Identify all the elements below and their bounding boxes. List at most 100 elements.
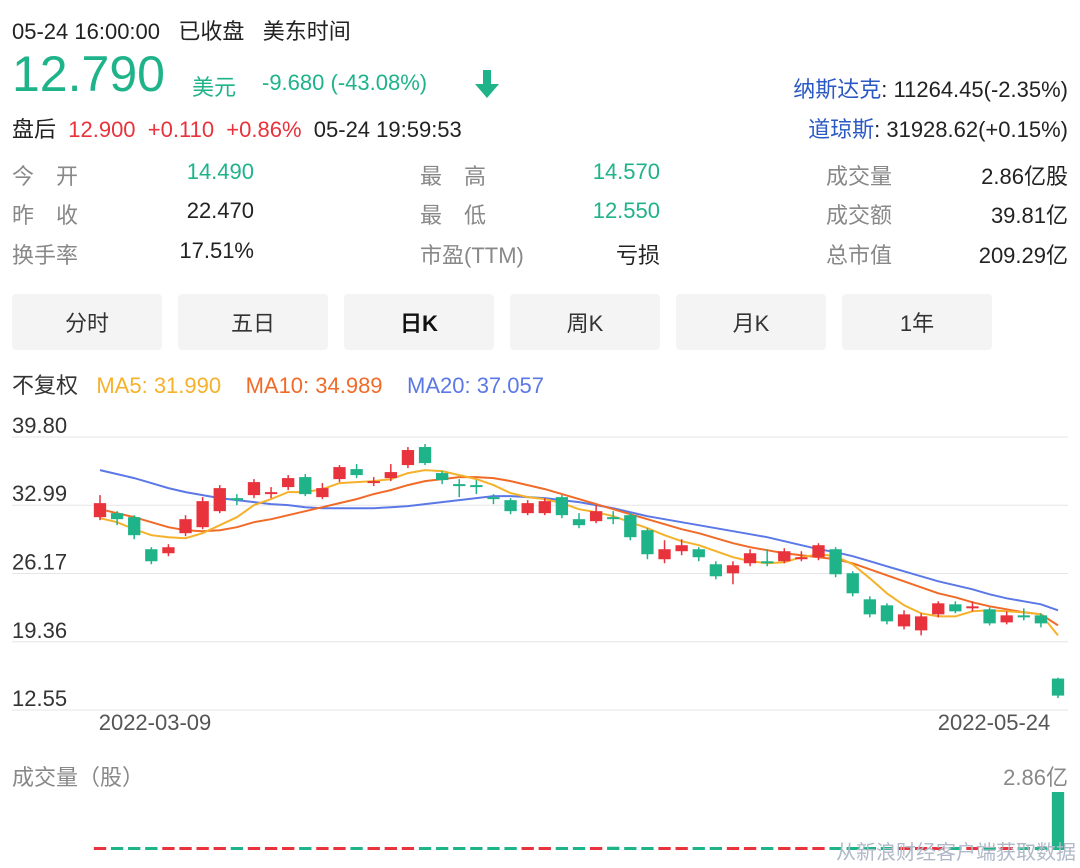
volume-bar [932, 847, 945, 850]
candle-body [880, 605, 894, 622]
volume-bar [795, 847, 808, 850]
ma5-line [99, 469, 1059, 637]
stat-high-value: 14.570 [592, 159, 660, 184]
candle-body [709, 564, 723, 577]
candle-body [658, 549, 671, 560]
volume-bar [624, 847, 637, 850]
tab-monthly-k[interactable]: 月K [676, 294, 826, 350]
candle-body [213, 488, 226, 512]
period-tabs: 分时 五日 日K 周K 月K 1年 [12, 294, 992, 350]
candle-body [1000, 615, 1013, 623]
candle-body [299, 477, 312, 495]
candle-body [128, 517, 141, 536]
y-tick-label: 19.36 [12, 618, 67, 643]
candle-body [401, 450, 415, 466]
volume-bar [247, 847, 261, 850]
volume-bar [401, 847, 415, 850]
tab-daily-k-label: 日K [400, 311, 438, 336]
volume-bar [1000, 847, 1013, 850]
tab-intraday-label: 分时 [64, 311, 109, 336]
candle-body [761, 561, 774, 564]
market-status: 已收盘 [178, 19, 245, 44]
candle-body [1034, 615, 1048, 624]
tab-five-day[interactable]: 五日 [178, 294, 328, 350]
candle-body [538, 501, 551, 514]
candle-body [949, 604, 962, 612]
index-dow-name[interactable]: 道琼斯 [808, 117, 875, 142]
ma-legend: 不复权 MA5: 31.990 MA10: 34.989 MA20: 37.05… [12, 368, 544, 400]
candle-body [93, 503, 107, 518]
tab-daily-k[interactable]: 日K [344, 294, 494, 350]
volume-bar [470, 847, 483, 850]
volume-bar [487, 847, 500, 850]
volume-bar [418, 847, 432, 850]
stat-low-label: 最 低 [420, 203, 487, 228]
candle-body [726, 565, 740, 574]
candle-body [367, 481, 380, 484]
volume-bar [897, 847, 911, 850]
candle-body [692, 549, 705, 558]
after-hours: 盘后 12.900 +0.110 +0.86% 05-24 19:59:53 [12, 112, 462, 144]
volume-chart[interactable] [0, 790, 1080, 852]
candle-body [795, 557, 808, 560]
candle-body [812, 545, 825, 558]
candle-body [966, 606, 979, 609]
stat-turnover-value: 17.51% [179, 238, 254, 263]
candle-body [196, 501, 209, 528]
currency-label: 美元 [192, 75, 237, 100]
volume-bar [846, 847, 859, 850]
candle-body [264, 492, 278, 495]
volume-bar [504, 847, 517, 850]
tab-intraday[interactable]: 分时 [12, 294, 162, 350]
y-tick-label: 26.17 [12, 550, 67, 575]
volume-bar [179, 847, 192, 850]
volume-bar [1034, 847, 1048, 850]
candle-body [863, 599, 876, 615]
index-nasdaq-name[interactable]: 纳斯达克 [793, 77, 882, 102]
volume-bar [145, 847, 158, 850]
stat-mcap-label: 总市值 [826, 243, 893, 268]
adjust-mode[interactable]: 不复权 [12, 373, 79, 398]
tab-one-year[interactable]: 1年 [842, 294, 992, 350]
candle-body [555, 497, 569, 516]
after-hours-time: 05-24 19:59:53 [313, 117, 462, 142]
candle-body [282, 478, 295, 488]
stat-volume-label: 成交量 [826, 164, 893, 189]
ma5-legend: MA5: 31.990 [96, 373, 222, 398]
quote-datetime: 05-24 16:00:00 已收盘 美东时间 [12, 14, 351, 46]
stat-amount-value: 39.81亿 [990, 203, 1068, 228]
volume-bar [264, 847, 278, 850]
candle-body [521, 503, 534, 514]
candle-body [1017, 615, 1030, 618]
stat-prev-value: 22.470 [186, 198, 254, 223]
tab-weekly-k[interactable]: 周K [510, 294, 660, 350]
index-nasdaq-value: : 11264.45(-2.35%) [881, 77, 1068, 102]
y-tick-label: 12.55 [12, 686, 67, 711]
volume-bar [829, 847, 842, 850]
volume-bar [282, 847, 295, 850]
stat-pe-label: 市盈(TTM) [420, 243, 524, 268]
candle-body [435, 473, 449, 481]
volume-bar [880, 847, 894, 850]
candle-body [624, 515, 637, 538]
ma20-line [99, 469, 1059, 612]
candle-body [453, 484, 466, 487]
volume-bar [812, 847, 825, 850]
candle-body [333, 467, 346, 480]
candle-body [897, 614, 911, 627]
change-percent: (-43.08%) [330, 70, 428, 95]
change-value: -9.680 [262, 70, 325, 95]
volume-bar [333, 847, 346, 850]
index-nasdaq[interactable]: 纳斯达克: 11264.45(-2.35%) [793, 72, 1068, 104]
candle-body [641, 530, 654, 555]
candle-body [914, 616, 928, 631]
stat-low-value: 12.550 [592, 198, 660, 223]
volume-max-label: 2.86亿 [1003, 765, 1068, 790]
volume-bar [726, 847, 740, 850]
candlestick-chart[interactable]: 39.80 32.99 26.17 19.36 12.55 2022-03-09 2022-… [0, 400, 1080, 740]
ma10-line [99, 476, 1059, 627]
candle-body [983, 609, 996, 624]
index-dow[interactable]: 道琼斯: 31928.62(+0.15%) [808, 112, 1068, 144]
index-dow-value: : 31928.62(+0.15%) [874, 117, 1068, 142]
y-tick-label: 32.99 [12, 481, 67, 506]
